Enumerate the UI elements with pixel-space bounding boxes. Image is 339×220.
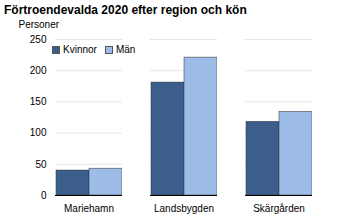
svg-text:Personer: Personer bbox=[19, 19, 60, 30]
svg-text:100: 100 bbox=[30, 127, 47, 138]
svg-text:150: 150 bbox=[30, 96, 47, 107]
svg-text:200: 200 bbox=[30, 65, 47, 76]
svg-text:0: 0 bbox=[41, 190, 47, 201]
svg-text:50: 50 bbox=[35, 159, 47, 170]
svg-text:250: 250 bbox=[30, 34, 47, 45]
svg-text:Mariehamn: Mariehamn bbox=[64, 203, 114, 214]
svg-text:Landsbygden: Landsbygden bbox=[154, 203, 214, 214]
html-text:Förtroendevalda 2020 efter reg: Förtroendevalda 2020 efter region och kö… bbox=[4, 3, 247, 17]
html-text:Män: Män bbox=[115, 44, 136, 55]
svg-text:Skärgården: Skärgården bbox=[253, 203, 305, 214]
html-text:Kvinnor: Kvinnor bbox=[63, 44, 97, 55]
